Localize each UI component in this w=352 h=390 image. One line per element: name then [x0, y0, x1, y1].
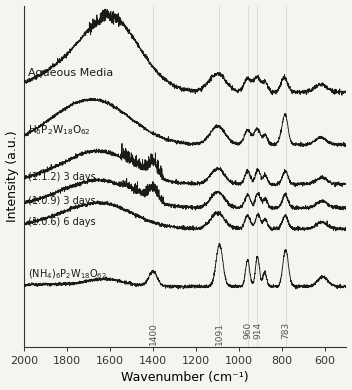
Text: $\mathregular{H_6P_2W_{18}O_{62}}$: $\mathregular{H_6P_2W_{18}O_{62}}$ [29, 123, 91, 137]
Text: (1:0.9) 3 days: (1:0.9) 3 days [29, 196, 96, 206]
Text: (1:0.6) 6 days: (1:0.6) 6 days [29, 216, 96, 227]
Text: 960: 960 [243, 322, 252, 339]
Text: 1091: 1091 [215, 322, 224, 345]
Text: 1400: 1400 [149, 322, 158, 345]
Text: (1:1.2) 3 days: (1:1.2) 3 days [29, 172, 96, 182]
Text: 914: 914 [253, 322, 262, 339]
Y-axis label: Intensity (a.u.): Intensity (a.u.) [6, 130, 19, 222]
Text: 783: 783 [281, 322, 290, 339]
X-axis label: Wavenumber (cm⁻¹): Wavenumber (cm⁻¹) [121, 371, 249, 385]
Text: $\mathregular{(NH_4)_6P_2W_{18}O_{62}}$: $\mathregular{(NH_4)_6P_2W_{18}O_{62}}$ [29, 268, 107, 281]
Text: Aqueous Media: Aqueous Media [29, 68, 114, 78]
